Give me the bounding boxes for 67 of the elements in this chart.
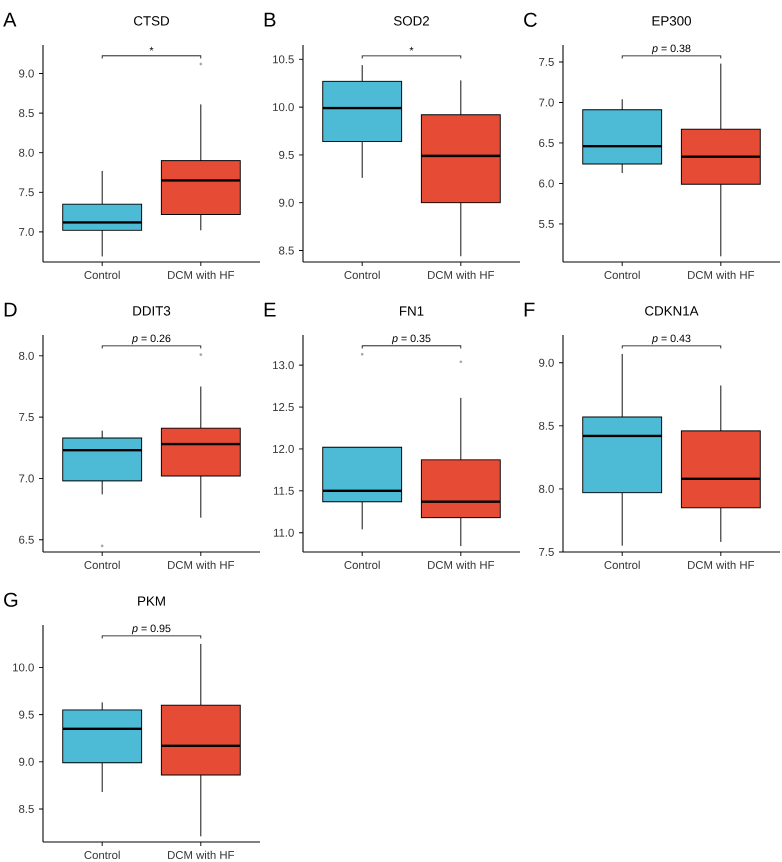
y-tick-label: 7.5 <box>19 188 34 196</box>
y-tick-label: 9.0 <box>19 758 34 766</box>
x-tick-label: Control <box>604 270 640 280</box>
y-tick-label: 8.0 <box>19 148 34 157</box>
x-tick-label: Control <box>344 560 380 570</box>
y-tick-label: 12.5 <box>273 403 294 412</box>
y-tick-label: 5.5 <box>539 220 554 228</box>
chart-title: SOD2 <box>394 16 429 26</box>
chart-title: DDIT3 <box>133 306 170 316</box>
y-tick-label: 13.0 <box>273 361 294 370</box>
x-tick-label: DCM with HF <box>168 850 234 860</box>
y-tick-label: 6.5 <box>19 536 34 544</box>
y-tick-label: 12.0 <box>273 444 294 453</box>
annotation: * <box>410 46 414 51</box>
y-tick-label: 8.0 <box>19 352 34 360</box>
y-tick-label: 9.0 <box>19 69 34 78</box>
annotation: p = 0.35 <box>392 334 430 344</box>
x-tick-label: DCM with HF <box>428 560 494 570</box>
y-tick-label: 9.5 <box>279 150 294 159</box>
x-tick-label: Control <box>84 560 120 570</box>
text: A <box>3 12 16 26</box>
y-tick-label: 7.0 <box>539 98 554 106</box>
x-tick-label: Control <box>604 560 640 570</box>
x-tick-label: Control <box>84 850 120 860</box>
annotation: p = 0.95 <box>132 624 170 634</box>
y-tick-label: 8.5 <box>539 422 554 430</box>
y-tick-label: 9.0 <box>279 198 294 207</box>
y-tick-label: 10.5 <box>273 55 294 64</box>
x-tick-label: DCM with HF <box>168 560 234 570</box>
y-tick-label: 7.0 <box>19 228 34 236</box>
y-tick-label: 11.5 <box>274 486 294 495</box>
y-tick-label: 7.0 <box>19 474 34 482</box>
chart-title: PKM <box>138 596 165 606</box>
chart-title: CTSD <box>134 16 170 26</box>
y-tick-label: 8.5 <box>279 246 294 255</box>
y-tick-label: 6.0 <box>539 179 554 188</box>
y-tick-label: 10.0 <box>13 663 34 672</box>
y-tick-label: 7.5 <box>539 58 554 66</box>
y-tick-label: 9.5 <box>19 710 34 719</box>
annotation: p = 0.38 <box>652 44 690 54</box>
y-tick-label: 11.0 <box>274 528 294 537</box>
chart-title: EP300 <box>652 16 691 26</box>
annotation: p = 0.26 <box>132 334 170 344</box>
x-tick-label: DCM with HF <box>688 270 754 280</box>
y-tick-label: 7.5 <box>539 548 554 556</box>
chart-title: CDKN1A <box>645 306 699 316</box>
x-tick-label: DCM with HF <box>688 560 754 570</box>
text: G <box>4 592 18 607</box>
y-tick-label: 7.5 <box>19 413 34 422</box>
text: F <box>524 302 535 316</box>
x-tick-label: DCM with HF <box>428 270 494 280</box>
text: E <box>264 302 276 316</box>
annotation: p = 0.43 <box>652 334 690 344</box>
x-tick-label: Control <box>84 270 120 280</box>
text: D <box>4 302 17 316</box>
text: B <box>264 12 276 26</box>
x-tick-label: Control <box>344 270 380 280</box>
y-tick-label: 8.0 <box>539 484 554 493</box>
y-tick-label: 6.5 <box>539 138 554 147</box>
chart-title: FN1 <box>400 306 424 316</box>
x-tick-label: DCM with HF <box>168 270 234 280</box>
y-tick-label: 10.0 <box>273 103 294 112</box>
y-tick-label: 8.5 <box>19 804 34 813</box>
y-tick-label: 8.5 <box>19 109 34 118</box>
text: C <box>524 12 537 27</box>
y-tick-label: 9.0 <box>539 358 554 367</box>
annotation: * <box>150 46 154 51</box>
